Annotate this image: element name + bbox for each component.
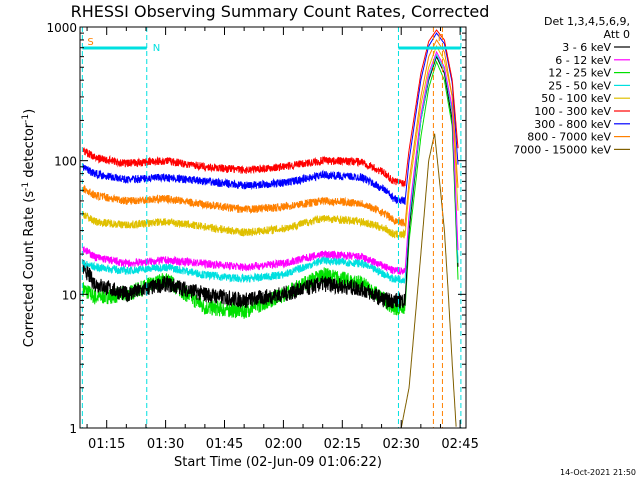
legend-label: 7000 - 15000 keV — [513, 143, 611, 156]
x-tick-label: 01:15 — [88, 437, 125, 452]
y-axis-label: Corrected Count Rate (s-1 detector-1) — [21, 109, 37, 347]
legend-label: 3 - 6 keV — [562, 41, 611, 54]
series-line — [82, 50, 459, 275]
flag-label: F — [438, 33, 444, 44]
series-line — [82, 32, 459, 205]
legend-label: 50 - 100 keV — [541, 92, 611, 105]
series-line — [82, 29, 459, 188]
series-line — [82, 55, 459, 310]
y-tick-label: 1000 — [46, 21, 77, 35]
legend-header-line-1: Det 1,3,4,5,6,9, — [544, 15, 630, 28]
series-line — [82, 53, 459, 285]
legend-label: 800 - 7000 keV — [527, 131, 611, 144]
x-axis: 01:15 01:30 01:45 02:00 02:15 02:30 02:45 — [86, 27, 479, 452]
legend-label: 6 - 12 keV — [555, 54, 611, 67]
series-line — [82, 45, 459, 239]
flag-label: N — [153, 43, 160, 54]
legend-label: 300 - 800 keV — [534, 118, 611, 131]
legend-label: 12 - 25 keV — [548, 67, 611, 80]
series-line — [400, 133, 457, 429]
y-axis: 1 10 100 1000 — [46, 21, 466, 436]
chart-title: RHESSI Observing Summary Count Rates, Co… — [71, 2, 490, 21]
legend-header-line-2: Att 0 — [604, 28, 630, 41]
x-axis-label: Start Time (02-Jun-09 01:06:22) — [174, 455, 382, 470]
x-tick-label: 01:30 — [147, 437, 184, 452]
y-tick-label: 1 — [69, 422, 77, 436]
timestamp: 14-Oct-2021 21:50 — [560, 468, 636, 477]
x-tick-label: 02:00 — [265, 437, 302, 452]
marker-layer: SNF — [81, 27, 462, 428]
y-tick-label: 100 — [54, 155, 77, 169]
series-line — [82, 39, 459, 228]
legend-label: 100 - 300 keV — [534, 105, 611, 118]
flag-label: S — [87, 37, 93, 48]
x-tick-label: 02:15 — [324, 437, 361, 452]
x-tick-label: 02:30 — [382, 437, 419, 452]
legend-label: 25 - 50 keV — [548, 79, 611, 92]
x-tick-label: 01:45 — [206, 437, 243, 452]
plot-frame — [79, 26, 467, 429]
y-tick-label: 10 — [62, 288, 77, 302]
series-layer — [82, 29, 459, 429]
x-tick-label: 02:45 — [441, 437, 478, 452]
